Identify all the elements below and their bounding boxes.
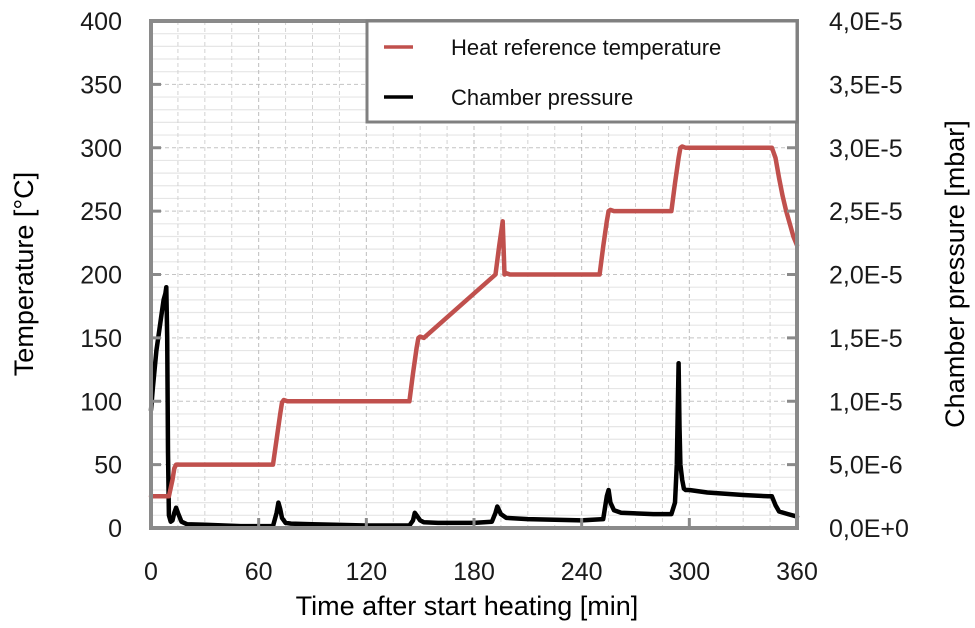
y-tick-label: 150 [80,325,122,353]
legend-label-temperature: Heat reference temperature [451,35,721,60]
y2-tick-label: 3,0E-5 [829,135,903,163]
series-line-heat-reference-temperature [148,144,800,499]
y2-tick-label: 2,0E-5 [829,262,903,290]
y-tick-label: 350 [80,71,122,99]
x-tick-label: 60 [245,558,273,586]
y-tick-label: 50 [94,452,122,480]
x-tick-labels: 0 60 120 180 240 300 360 [144,558,818,586]
y2-axis-title: Chamber pressure [mbar] [940,120,970,428]
y-tick-label: 0 [108,515,122,543]
y-tick-label: 300 [80,135,122,163]
x-tick-label: 0 [144,558,158,586]
legend-box [365,19,799,124]
y2-tick-label: 1,0E-5 [829,388,903,416]
y-tick-label: 100 [80,388,122,416]
x-tick-label: 240 [561,558,603,586]
x-tick-label: 120 [345,558,387,586]
y-tick-labels: 0 50 100 150 200 250 300 350 400 [80,8,122,543]
x-tick-label: 300 [668,558,710,586]
y2-tick-label: 4,0E-5 [829,8,903,36]
y2-tick-labels: 0,0E+0 5,0E-6 1,0E-5 1,5E-5 2,0E-5 2,5E-5 3,0E… [829,8,909,543]
y2-tick-label: 1,5E-5 [829,325,903,353]
y-tick-label: 400 [80,8,122,36]
x-tick-label: 360 [776,558,818,586]
y2-tick-label: 2,5E-5 [829,198,903,226]
y2-tick-label: 0,0E+0 [829,515,909,543]
y-axis-title: Temperature [°C] [9,172,39,376]
x-axis-title: Time after start heating [min] [296,591,639,621]
legend: Heat reference temperature Chamber press… [365,19,799,124]
axis-ticks [149,19,799,530]
y2-tick-label: 5,0E-6 [829,452,903,480]
y2-tick-label: 3,5E-5 [829,71,903,99]
x-tick-label: 180 [453,558,495,586]
y-tick-label: 250 [80,198,122,226]
legend-label-pressure: Chamber pressure [451,85,633,110]
y-tick-label: 200 [80,262,122,290]
series-layer [148,144,800,529]
